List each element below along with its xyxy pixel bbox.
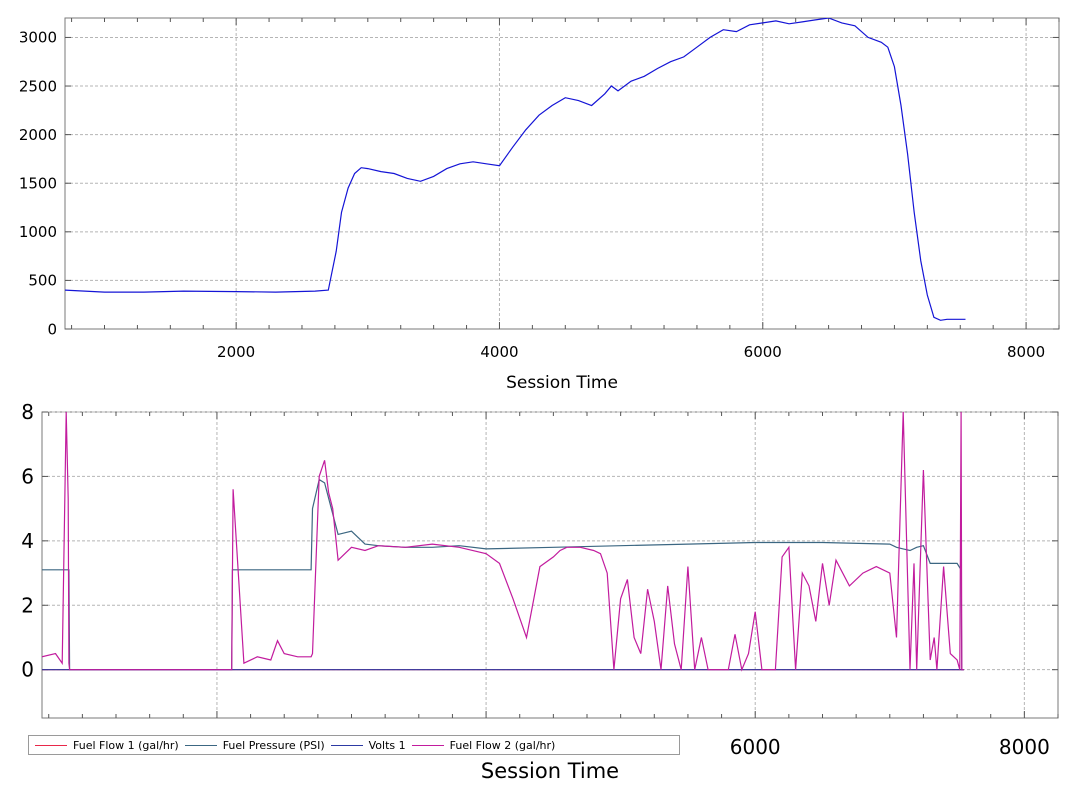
legend-entry[interactable]: Volts 1 (325, 739, 406, 752)
plot-area (64, 17, 1060, 330)
legend-label: Volts 1 (368, 738, 406, 752)
legend-swatch (35, 744, 67, 746)
x-tick-label: 4000 (480, 343, 518, 361)
x-tick-label: 6000 (730, 735, 781, 759)
y-tick-label: 1500 (19, 174, 57, 192)
series-line-1 (65, 18, 966, 321)
x-tick-label: 6000 (744, 343, 782, 361)
chart-panel-1: 0 500 1000 1500 2000 2500 3000 2000 4000 6000 8000… (19, 17, 1060, 393)
chart-legend[interactable]: Fuel Flow 1 (gal/hr) Fuel Pressure (PSI) V… (28, 735, 680, 755)
x-axis-label: Session Time (506, 373, 618, 393)
x-tick-label: 2000 (217, 343, 255, 361)
legend-label: Fuel Pressure (PSI) (222, 738, 325, 752)
legend-label: Fuel Flow 1 (gal/hr) (73, 738, 179, 752)
y-tick-label: 0 (47, 320, 57, 338)
legend-entry[interactable]: Fuel Pressure (PSI) (179, 739, 325, 752)
y-tick-label: 6 (21, 464, 34, 488)
legend-swatch (184, 744, 217, 746)
y-tick-label: 3000 (19, 29, 57, 47)
x-tick-label: 8000 (999, 735, 1050, 759)
legend-entry[interactable]: Fuel Flow 2 (gal/hr) (406, 738, 556, 752)
legend-label: Fuel Flow 2 (gal/hr) (449, 738, 556, 752)
y-tick-label: 8 (21, 400, 34, 424)
plot-area (41, 411, 1059, 719)
y-tick-label: 0 (21, 658, 34, 682)
legend-entry[interactable]: Fuel Flow 1 (gal/hr) (29, 739, 179, 752)
y-tick-label: 2500 (19, 77, 57, 95)
legend-swatch (411, 744, 444, 746)
chart-panel-2: 0 2 4 6 8 6000 8000 Session Time (21, 400, 1059, 783)
series-line-4 (42, 412, 964, 672)
y-tick-label: 2 (21, 593, 34, 617)
y-tick-label: 2000 (19, 126, 57, 144)
x-axis-label: Session Time (481, 759, 619, 783)
y-tick-label: 1000 (19, 223, 57, 241)
y-tick-label: 500 (28, 272, 57, 290)
legend-swatch (330, 744, 363, 746)
y-tick-label: 4 (21, 529, 34, 553)
x-tick-label: 8000 (1007, 343, 1045, 361)
series-line-2 (42, 478, 964, 671)
